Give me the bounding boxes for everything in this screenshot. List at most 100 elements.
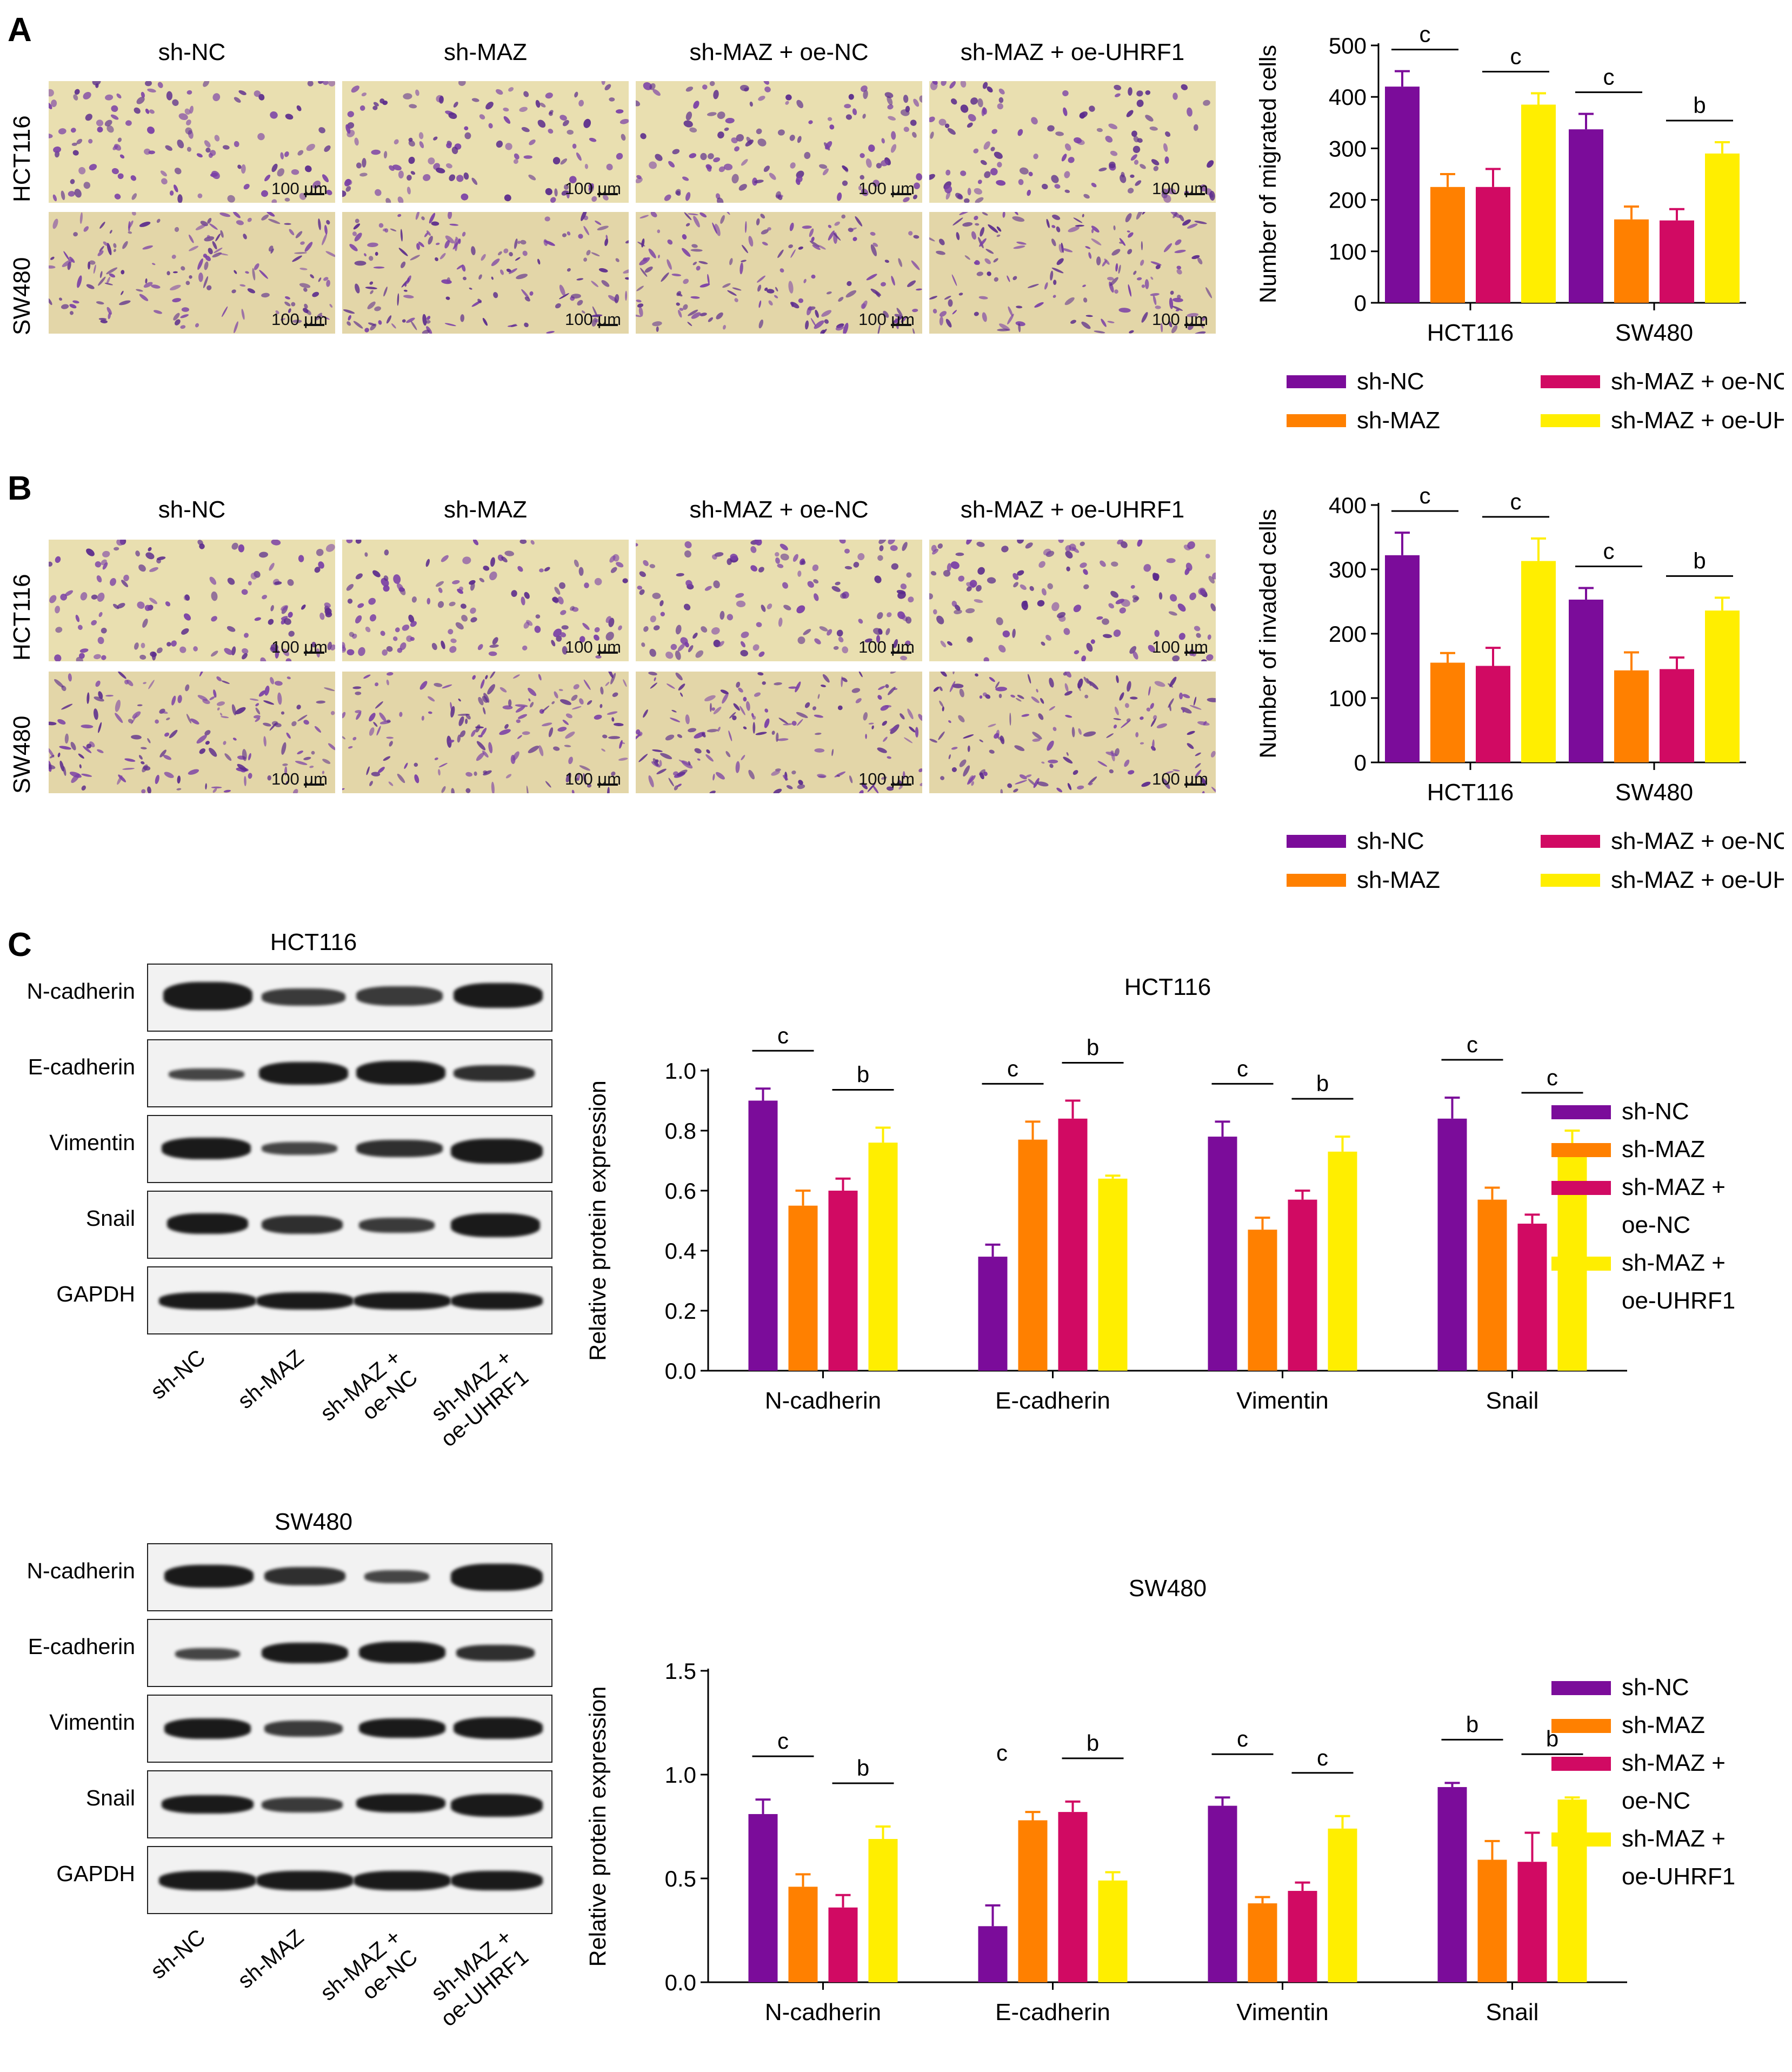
cell-blob (819, 164, 828, 169)
cell-blob (1037, 781, 1049, 787)
cell-blob (727, 614, 734, 621)
cell-blob (72, 300, 79, 304)
cell-blob (483, 770, 488, 774)
cell-blob (452, 580, 460, 585)
cell-blob (263, 736, 267, 747)
cell-blob (1021, 714, 1030, 717)
cell-blob (952, 217, 963, 226)
cell-blob (791, 721, 797, 726)
cell-blob (757, 138, 767, 147)
cell-blob (1033, 154, 1038, 160)
chart-title: HCT116 (1124, 974, 1211, 1000)
cell-blob (735, 593, 744, 598)
cell-blob (345, 124, 351, 134)
cell-blob (656, 768, 667, 775)
cell-blob (94, 708, 98, 720)
cell-blob (1165, 131, 1171, 137)
cell-blob (939, 316, 944, 326)
cell-blob (569, 176, 577, 183)
cell-blob (131, 193, 137, 200)
cell-blob (383, 756, 391, 761)
bar-sh-maz-hct116 (1430, 662, 1465, 762)
cell-blob (316, 548, 324, 556)
cell-blob (1128, 284, 1132, 297)
cell-blob (1013, 788, 1018, 793)
band (451, 1794, 543, 1817)
cell-blob (564, 745, 571, 747)
cell-blob (423, 174, 431, 181)
cell-blob (752, 644, 760, 651)
cell-blob (860, 175, 864, 180)
cell-blob (465, 714, 471, 720)
cell-blob (997, 162, 1002, 168)
cell-blob (71, 773, 80, 783)
cell-blob (605, 632, 614, 641)
cell-blob (121, 290, 124, 295)
cell-blob (1153, 295, 1157, 306)
cell-blob (962, 222, 973, 227)
cell-blob (788, 686, 797, 689)
cell-blob (176, 788, 182, 791)
cell-blob (148, 680, 155, 689)
scale-bar (891, 783, 911, 786)
cell-blob (49, 561, 53, 567)
cell-blob (950, 98, 957, 105)
cell-blob (722, 283, 731, 288)
cell-blob (1075, 224, 1084, 227)
cell-blob (610, 567, 617, 573)
cell-blob (1012, 628, 1016, 638)
cell-blob (512, 751, 519, 761)
cell-blob (106, 267, 118, 275)
cell-blob (1169, 704, 1171, 712)
cell-blob (1025, 542, 1033, 549)
blot-label-n-cadherin: N-cadherin (26, 979, 135, 1004)
cell-blob (965, 608, 975, 614)
cell-blob (659, 600, 664, 607)
cell-blob (700, 152, 707, 161)
cell-blob (817, 774, 827, 778)
cell-blob (948, 720, 951, 723)
cell-blob (969, 580, 977, 588)
cell-blob (1111, 561, 1118, 567)
cell-blob (508, 699, 512, 707)
cell-blob (244, 633, 249, 638)
cell-blob (369, 727, 375, 736)
cell-blob (554, 587, 561, 595)
cell-blob (285, 296, 290, 300)
cell-blob (553, 628, 562, 637)
cell-blob (346, 584, 354, 591)
cell-blob (178, 113, 188, 120)
cell-blob (142, 245, 153, 250)
cell-blob (295, 231, 303, 238)
cell-blob (978, 237, 984, 249)
bar-sh-nc-sw480 (1569, 599, 1603, 762)
cell-blob (1169, 594, 1177, 602)
cell-blob (318, 277, 322, 282)
cell-blob (94, 654, 101, 660)
cell-blob (1182, 709, 1185, 713)
cell-blob (523, 91, 529, 97)
cell-blob (99, 245, 104, 252)
cell-blob (974, 261, 978, 265)
cell-blob (1182, 694, 1190, 699)
cell-blob (552, 597, 559, 603)
cell-blob (1120, 720, 1131, 728)
cell-blob (709, 791, 716, 793)
cell-blob (1173, 297, 1183, 302)
cell-blob (671, 274, 682, 276)
cell-blob (740, 706, 745, 715)
bar-sh-maz-oe-uhrf1-vimentin (1328, 1151, 1357, 1371)
cell-blob (732, 287, 742, 291)
cell-blob (998, 645, 1006, 653)
cell-blob (1083, 194, 1090, 199)
cell-blob (397, 293, 399, 306)
cell-blob (126, 679, 134, 686)
cell-blob (898, 258, 902, 267)
cell-blob (418, 132, 424, 140)
legend-swatch-sh-maz-oe-uhrf1 (1551, 1832, 1611, 1847)
cell-blob (661, 272, 669, 282)
cell-blob (993, 258, 998, 263)
cell-blob (914, 182, 920, 189)
cell-blob (263, 722, 271, 727)
